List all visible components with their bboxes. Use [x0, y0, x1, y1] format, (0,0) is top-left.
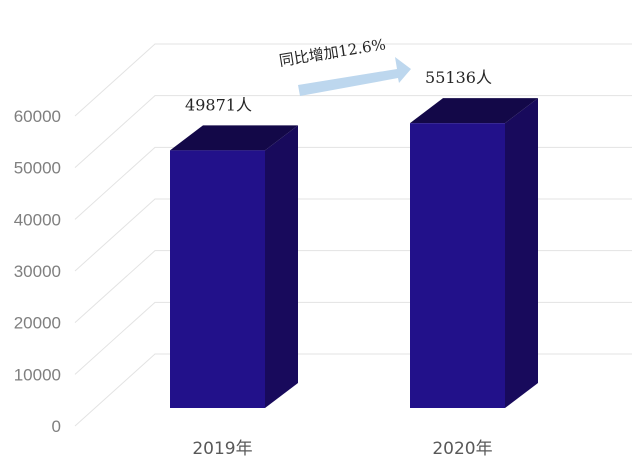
bar-front-face	[170, 150, 265, 408]
data-label: 55136人	[425, 68, 492, 87]
x-tick-label: 2020年	[432, 439, 492, 459]
bar-2019年	[170, 125, 298, 409]
bar-top-face	[410, 98, 538, 124]
bar-top-face	[170, 125, 298, 151]
x-tick-label: 2019年	[192, 439, 252, 459]
gridline	[74, 43, 632, 117]
gridline	[74, 250, 632, 324]
y-tick-label: 50000	[14, 159, 61, 178]
data-label: 49871人	[185, 95, 252, 114]
gridlines	[74, 43, 632, 427]
bar-front-face	[410, 123, 505, 408]
y-tick-label: 20000	[14, 314, 61, 333]
bar-side-face	[265, 125, 298, 409]
y-tick-label: 40000	[14, 210, 61, 229]
gridline	[74, 146, 632, 220]
bar-side-face	[505, 98, 538, 408]
y-tick-label: 10000	[14, 365, 61, 384]
y-tick-label: 60000	[14, 107, 61, 126]
y-axis: 0 10000 20000 30000 40000 50000 60000	[14, 107, 61, 436]
gridline	[74, 301, 632, 375]
bars	[170, 98, 538, 409]
data-labels: 49871人 55136人	[185, 68, 492, 114]
x-axis: 2019年 2020年	[192, 439, 492, 459]
gridline	[74, 353, 632, 427]
y-tick-label: 0	[52, 417, 61, 436]
bar-2020年	[410, 98, 538, 408]
y-tick-label: 30000	[14, 262, 61, 281]
gridline	[74, 198, 632, 272]
growth-arrow	[298, 57, 411, 96]
gridline	[74, 95, 632, 169]
growth-annotation-label: 同比增加12.6%	[278, 35, 387, 70]
